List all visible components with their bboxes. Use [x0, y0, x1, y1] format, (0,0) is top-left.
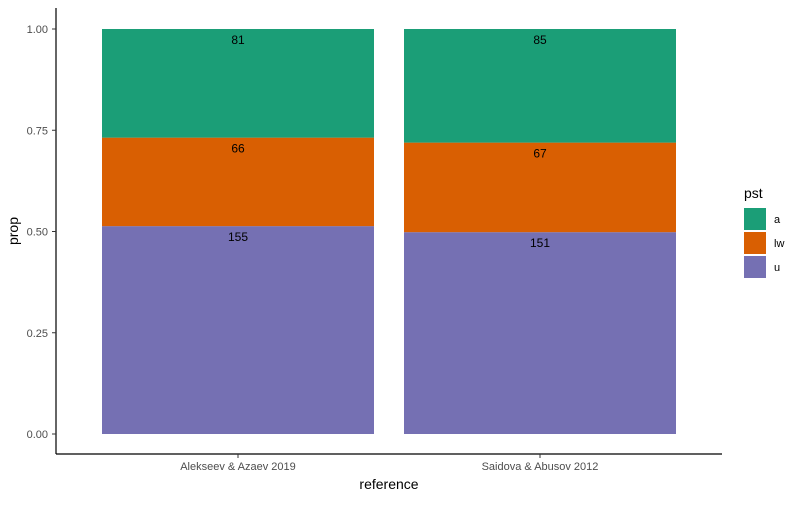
bar-segment-u-alekseev-azaev-2019 [102, 226, 374, 434]
bars-layer [102, 29, 676, 434]
y-tick-label: 0.00 [27, 429, 48, 441]
bar-segment-a-saidova-abusov-2012 [404, 29, 676, 143]
bar-label-u-saidova-abusov-2012: 151 [530, 236, 550, 250]
bar-label-a-alekseev-azaev-2019: 81 [231, 33, 245, 47]
legend-key-u [744, 256, 766, 278]
y-tick-label: 0.75 [27, 125, 48, 137]
y-axis-title: prop [5, 217, 21, 245]
x-tick-label: Saidova & Abusov 2012 [482, 461, 599, 473]
bar-segment-lw-saidova-abusov-2012 [404, 142, 676, 233]
bar-label-u-alekseev-azaev-2019: 155 [228, 230, 248, 244]
bar-segment-lw-alekseev-azaev-2019 [102, 137, 374, 227]
legend-label-u: u [774, 262, 780, 274]
x-axis-title: reference [359, 476, 418, 492]
x-tick-label: Alekseev & Azaev 2019 [180, 461, 296, 473]
legend-key-lw [744, 232, 766, 254]
y-tick-label: 0.25 [27, 328, 48, 340]
bar-labels-layer: 155 66 81 151 67 85 [228, 33, 550, 250]
y-tick-label: 1.00 [27, 24, 48, 36]
legend-key-a [744, 208, 766, 230]
bar-segment-u-saidova-abusov-2012 [404, 232, 676, 434]
legend: pst a lw u [744, 185, 784, 278]
bar-segment-a-alekseev-azaev-2019 [102, 29, 374, 138]
y-ticks-layer: 0.00 0.25 0.50 0.75 1.00 [27, 24, 56, 441]
legend-label-a: a [774, 214, 781, 226]
bar-label-lw-alekseev-azaev-2019: 66 [231, 142, 245, 156]
legend-label-lw: lw [774, 238, 784, 250]
x-ticks-layer: Alekseev & Azaev 2019 Saidova & Abusov 20… [180, 454, 598, 473]
y-tick-label: 0.50 [27, 227, 48, 239]
bar-label-lw-saidova-abusov-2012: 67 [533, 147, 547, 161]
legend-title: pst [744, 185, 763, 201]
bar-label-a-saidova-abusov-2012: 85 [533, 33, 547, 47]
